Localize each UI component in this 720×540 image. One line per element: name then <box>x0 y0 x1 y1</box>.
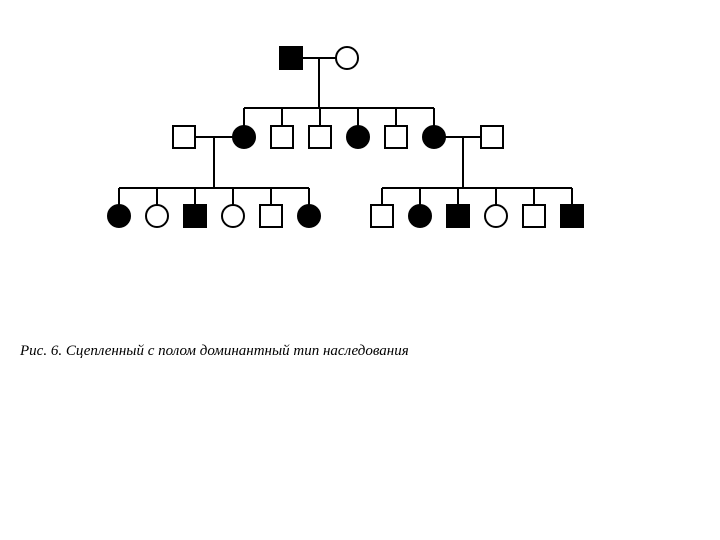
person-II-3 <box>271 126 293 148</box>
person-III-8 <box>409 205 431 227</box>
person-II-2 <box>233 126 255 148</box>
person-II-7 <box>423 126 445 148</box>
person-II-4 <box>309 126 331 148</box>
person-I-1 <box>280 47 302 69</box>
person-II-8 <box>481 126 503 148</box>
person-III-5 <box>260 205 282 227</box>
person-III-1 <box>108 205 130 227</box>
person-III-9 <box>447 205 469 227</box>
person-I-2 <box>336 47 358 69</box>
figure-caption: Рис. 6. Сцепленный с полом доминантный т… <box>20 343 409 360</box>
person-III-7 <box>371 205 393 227</box>
person-III-2 <box>146 205 168 227</box>
person-III-10 <box>485 205 507 227</box>
person-III-6 <box>298 205 320 227</box>
person-III-11 <box>523 205 545 227</box>
person-III-3 <box>184 205 206 227</box>
person-III-4 <box>222 205 244 227</box>
person-II-5 <box>347 126 369 148</box>
pedigree-svg <box>0 0 720 540</box>
person-II-6 <box>385 126 407 148</box>
pedigree-canvas: Рис. 6. Сцепленный с полом доминантный т… <box>0 0 720 540</box>
person-III-12 <box>561 205 583 227</box>
person-II-1 <box>173 126 195 148</box>
